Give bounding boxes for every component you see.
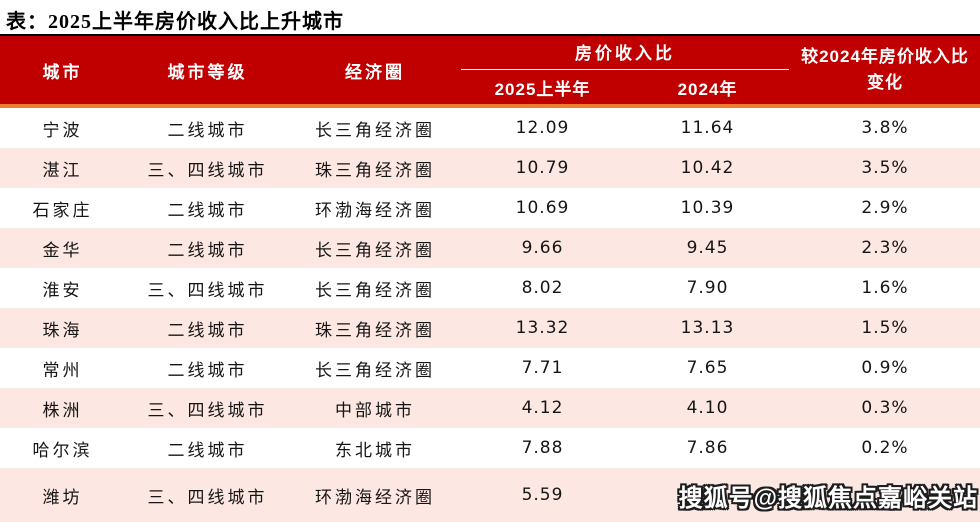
cell-change: 0.9% bbox=[861, 358, 909, 378]
cell-tier: 二线城市 bbox=[167, 320, 248, 340]
cell-ratio-2024: 7.65 bbox=[686, 358, 729, 378]
cell-change: 0.3% bbox=[861, 398, 909, 418]
cell-ratio-2024: 9.45 bbox=[686, 238, 729, 258]
cell-city: 石家庄 bbox=[32, 200, 93, 220]
cell-tier: 二线城市 bbox=[167, 360, 248, 380]
table-title: 表：2025上半年房价收入比上升城市 bbox=[6, 11, 344, 33]
cell-change: 2.9% bbox=[861, 198, 909, 218]
header-ratio-2025h1: 2025上半年 bbox=[494, 79, 591, 99]
cell-change: 1.5% bbox=[861, 318, 909, 338]
cell-region: 珠三角经济圈 bbox=[315, 320, 435, 340]
table-row: 石家庄 二线城市 环渤海经济圈 10.69 10.39 2.9% bbox=[0, 188, 980, 228]
table-header: 城市 城市等级 经济圈 房价收入比 2025上半年 2024年 较2024年房价… bbox=[0, 34, 980, 108]
table-row: 宁波 二线城市 长三角经济圈 12.09 11.64 3.8% bbox=[0, 108, 980, 148]
cell-region: 东北城市 bbox=[335, 440, 415, 460]
cell-region: 长三角经济圈 bbox=[315, 360, 435, 380]
cell-region: 长三角经济圈 bbox=[315, 240, 435, 260]
table-row: 潍坊 三、四线城市 环渤海经济圈 5.59 5.58 0.2% bbox=[0, 468, 980, 522]
cell-tier: 三、四线城市 bbox=[147, 160, 268, 180]
cell-ratio-2024: 11.64 bbox=[680, 118, 735, 138]
cell-city: 金华 bbox=[42, 240, 83, 260]
cell-tier: 二线城市 bbox=[167, 120, 248, 140]
cell-tier: 三、四线城市 bbox=[147, 400, 268, 420]
cell-change: 3.8% bbox=[861, 118, 909, 138]
cell-city: 常州 bbox=[42, 360, 83, 380]
table-row: 常州 二线城市 长三角经济圈 7.71 7.65 0.9% bbox=[0, 348, 980, 388]
cell-tier: 三、四线城市 bbox=[147, 280, 268, 300]
cell-ratio-2024: 7.86 bbox=[686, 438, 729, 458]
cell-tier: 三、四线城市 bbox=[147, 487, 268, 507]
cell-change: 1.6% bbox=[861, 278, 909, 298]
cell-region: 环渤海经济圈 bbox=[315, 487, 435, 507]
header-region: 经济圈 bbox=[345, 62, 405, 82]
cell-ratio-2024: 4.10 bbox=[686, 398, 729, 418]
cell-city: 珠海 bbox=[42, 320, 83, 340]
cell-ratio-2025h1: 9.66 bbox=[521, 238, 564, 258]
table-row: 淮安 三、四线城市 长三角经济圈 8.02 7.90 1.6% bbox=[0, 268, 980, 308]
header-ratio-group: 房价收入比 2025上半年 2024年 bbox=[460, 36, 790, 104]
cell-ratio-2024: 13.13 bbox=[680, 318, 735, 338]
cell-ratio-2024: 7.90 bbox=[686, 278, 729, 298]
sohu-watermark: 搜狐号@搜狐焦点嘉峪关站 bbox=[678, 485, 978, 512]
table-row: 哈尔滨 二线城市 东北城市 7.88 7.86 0.2% bbox=[0, 428, 980, 468]
cell-region: 长三角经济圈 bbox=[315, 280, 435, 300]
cell-city: 淮安 bbox=[42, 280, 83, 300]
cell-city: 株洲 bbox=[42, 400, 83, 420]
cell-ratio-2024: 10.39 bbox=[680, 198, 735, 218]
cell-ratio-2025h1: 10.69 bbox=[515, 198, 570, 218]
cell-ratio-2025h1: 7.88 bbox=[521, 438, 564, 458]
table-body: 宁波 二线城市 长三角经济圈 12.09 11.64 3.8% 湛江 三、四线城… bbox=[0, 108, 980, 522]
cell-region: 长三角经济圈 bbox=[315, 120, 435, 140]
cell-region: 中部城市 bbox=[335, 400, 415, 420]
header-tier: 城市等级 bbox=[167, 62, 248, 82]
table-row: 湛江 三、四线城市 珠三角经济圈 10.79 10.42 3.5% bbox=[0, 148, 980, 188]
cell-city: 哈尔滨 bbox=[32, 440, 93, 460]
table-row: 株洲 三、四线城市 中部城市 4.12 4.10 0.3% bbox=[0, 388, 980, 428]
cell-ratio-2025h1: 12.09 bbox=[515, 118, 570, 138]
cell-city: 潍坊 bbox=[42, 487, 83, 507]
header-group-divider bbox=[461, 69, 789, 70]
cell-city: 宁波 bbox=[42, 120, 83, 140]
cell-change: 0.2% bbox=[861, 438, 909, 458]
cell-city: 湛江 bbox=[42, 160, 83, 180]
header-city: 城市 bbox=[42, 62, 83, 82]
cell-tier: 二线城市 bbox=[167, 240, 248, 260]
cell-region: 珠三角经济圈 bbox=[315, 160, 435, 180]
cell-ratio-2025h1: 4.12 bbox=[521, 398, 564, 418]
header-ratio-group-label: 房价收入比 bbox=[575, 44, 675, 63]
table-row: 金华 二线城市 长三角经济圈 9.66 9.45 2.3% bbox=[0, 228, 980, 268]
cell-change: 3.5% bbox=[861, 158, 909, 178]
cell-tier: 二线城市 bbox=[167, 440, 248, 460]
header-change: 较2024年房价收入比变化 bbox=[801, 46, 969, 92]
cell-change: 2.3% bbox=[861, 238, 909, 258]
header-ratio-2024: 2024年 bbox=[677, 79, 738, 99]
cell-ratio-2025h1: 10.79 bbox=[515, 158, 570, 178]
cell-ratio-2024: 5.58 bbox=[686, 485, 729, 505]
table-row: 珠海 二线城市 珠三角经济圈 13.32 13.13 1.5% bbox=[0, 308, 980, 348]
cell-ratio-2025h1: 7.71 bbox=[521, 358, 564, 378]
cell-tier: 二线城市 bbox=[167, 200, 248, 220]
cell-ratio-2025h1: 13.32 bbox=[515, 318, 570, 338]
cell-region: 环渤海经济圈 bbox=[315, 200, 435, 220]
cell-ratio-2025h1: 5.59 bbox=[521, 485, 564, 505]
cell-ratio-2024: 10.42 bbox=[680, 158, 735, 178]
cell-ratio-2025h1: 8.02 bbox=[521, 278, 564, 298]
cell-change: 0.2% bbox=[861, 485, 909, 505]
